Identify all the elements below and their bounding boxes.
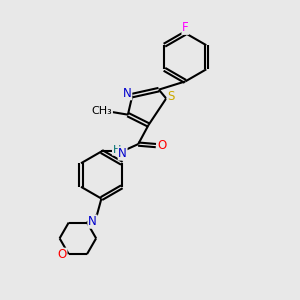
Text: N: N <box>123 87 132 100</box>
Text: N: N <box>118 147 127 160</box>
Text: O: O <box>157 139 167 152</box>
Text: H: H <box>112 145 121 155</box>
Text: S: S <box>167 91 175 103</box>
Text: F: F <box>182 21 189 34</box>
Text: O: O <box>58 248 67 261</box>
Text: N: N <box>88 215 97 228</box>
Text: CH₃: CH₃ <box>92 106 112 116</box>
